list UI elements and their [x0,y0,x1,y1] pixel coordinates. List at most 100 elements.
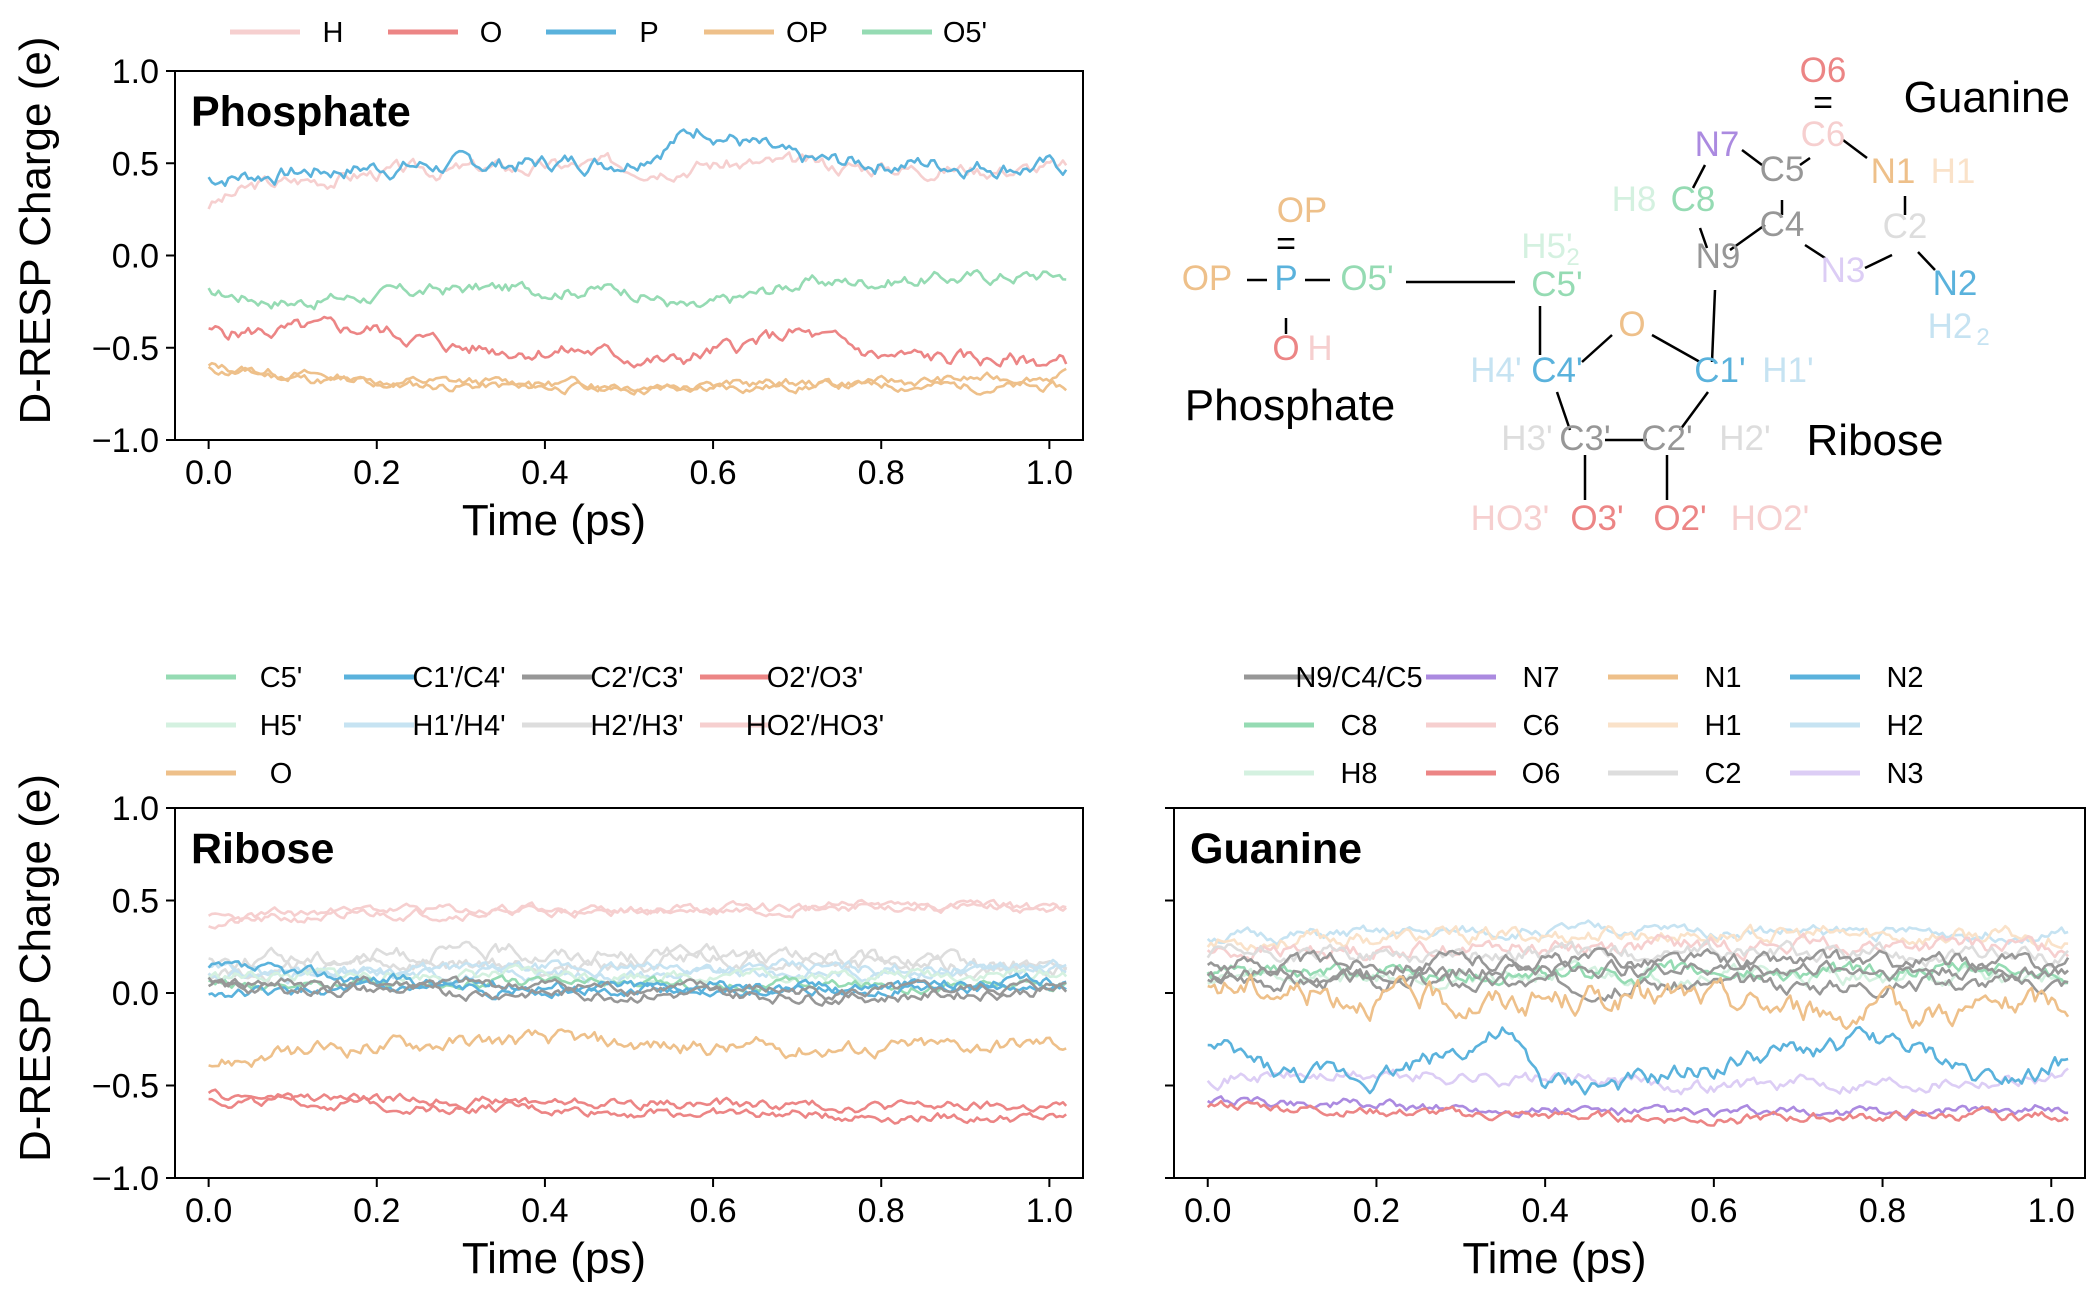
molecule-label: = [1276,225,1296,263]
bond-line [1691,164,1707,189]
phosphate-legend-label: H [323,17,344,49]
ribose-xtick-label: 0.2 [353,1192,400,1230]
phosphate-xtick-label: 0.4 [521,454,568,492]
ribose-series-C2'/C3' [207,979,1067,1007]
ribose-legend-label: HO2'/HO3' [746,710,884,742]
phosphate-series-P [207,128,1068,187]
guanine-chart: 0.0 0.2 0.4 0.6 0.8 1.0 Guanine Time (ps) N9/C4/… [1165,662,2086,1283]
molecule-label: OP [1277,191,1328,230]
guanine-xtick-label: 0.8 [1859,1192,1906,1230]
ribose-ytick-label: −0.5 [92,1068,159,1106]
bond-line [1710,289,1717,363]
phosphate-ytick-label: 1.0 [112,53,159,91]
molecule-label: O5' [1340,259,1393,298]
guanine-legend-label: C8 [1340,710,1377,742]
guanine-xtick-label: 0.0 [1184,1192,1231,1230]
ribose-xlabel: Time (ps) [462,1234,646,1283]
molecule-label: C3' [1559,419,1610,458]
guanine-legend-label: N7 [1522,662,1559,694]
phosphate-xtick-label: 0.2 [353,454,400,492]
molecule-label: C8 [1671,180,1716,219]
ribose-chart: 0.0 0.2 0.4 0.6 0.8 1.0 1.0 0.5 0.0 −0.5 −1.0 Ribos… [11,662,1084,1283]
molecule-label: C6 [1801,115,1846,154]
guanine-xtick-label: 0.4 [1522,1192,1569,1230]
ribose-legend-label: C2'/C3' [590,662,683,694]
molecule-label: O2' [1653,499,1706,538]
phosphate-series-H [207,151,1068,210]
ribose-series-HO2'/HO3' [207,898,1067,923]
guanine-title: Guanine [1190,825,1362,873]
molecule-label: = [1813,84,1833,122]
molecule-label: H1' [1762,351,1813,390]
guanine-series-C2 [1206,938,2069,968]
molecule-label: C2' [1641,419,1692,458]
molecule-label: N3 [1821,251,1866,290]
guanine-legend-label: O6 [1522,758,1561,790]
molecule-label: H4' [1470,351,1521,390]
guanine-xtick-label: 0.6 [1690,1192,1737,1230]
molecule-label: H [1307,329,1332,368]
phosphate-xtick-label: 0.8 [858,454,905,492]
ribose-xtick-label: 1.0 [1026,1192,1073,1230]
guanine-legend-label: C6 [1522,710,1559,742]
molecule-label: Phosphate [1185,381,1395,430]
phosphate-legend-label: P [639,17,658,49]
ribose-series-H5' [207,963,1068,987]
phosphate-chart: 0.0 0.2 0.4 0.6 0.8 1.0 1.0 0.5 0.0 −0.5 −1.0 Phosp… [11,17,1084,545]
molecule-label: H3' [1501,419,1552,458]
bond-line [1842,139,1868,159]
molecule-label: O [1272,329,1299,368]
molecule-label: N7 [1695,125,1740,164]
bond-line [1917,251,1936,271]
phosphate-legend-label: O [480,17,503,49]
molecule-label: H1 [1931,152,1976,191]
guanine-legend-label: C2 [1704,758,1741,790]
guanine-legend-label: N1 [1704,662,1741,694]
guanine-xtick-label: 1.0 [2028,1192,2075,1230]
phosphate-ytick-label: −0.5 [92,330,159,368]
phosphate-legend-label: O5' [943,17,987,49]
phosphate-legend-label: OP [786,17,828,49]
phosphate-xlabel: Time (ps) [462,496,646,545]
ribose-series-O2'/O3' [208,1092,1067,1125]
bond-line [1678,391,1710,431]
molecule-label: C4 [1760,205,1805,244]
molecule-label: H8 [1612,180,1657,219]
guanine-legend-label: N9/C4/C5 [1295,662,1422,694]
molecule-label: N1 [1871,152,1916,191]
bond-line [1651,333,1701,364]
ribose-legend-label: H1'/H4' [412,710,505,742]
phosphate-ytick-label: 0.0 [112,238,159,276]
guanine-series-N2 [1207,1025,2069,1096]
ribose-series-C2'/C3' [207,975,1068,1001]
molecule-label: N9 [1696,237,1741,276]
bond-line [1698,227,1709,249]
molecule-label: H2' [1719,419,1770,458]
phosphate-series-OP [207,361,1067,393]
bond-line [1581,334,1613,363]
ribose-legend-label: H2'/H3' [590,710,683,742]
molecule-label: HO2' [1731,499,1810,538]
molecule-label: C1' [1694,351,1745,390]
molecule-label: Guanine [1904,73,2070,122]
ribose-legend-label: C5' [260,662,303,694]
guanine-legend-label: N2 [1886,662,1923,694]
guanine-series-H1 [1206,923,2069,952]
molecule-label: C5' [1531,265,1582,304]
guanine-legend-label: N3 [1886,758,1923,790]
molecule-label: P [1274,259,1297,298]
guanine-series-N9/C4/C5 [1207,958,2069,990]
ribose-xtick-label: 0.0 [185,1192,232,1230]
molecule-label: HO3' [1471,499,1550,538]
phosphate-series-O [208,315,1068,369]
ribose-ytick-label: −1.0 [92,1160,159,1198]
molecule-label: OP [1182,259,1233,298]
ribose-series-O [208,1028,1067,1068]
molecule-label: O3' [1570,499,1623,538]
guanine-series-N7 [1207,1095,2069,1119]
bond-line [1555,391,1572,431]
molecule-label: N2 [1933,264,1978,303]
guanine-legend-label: H1 [1704,710,1741,742]
ribose-legend-label: C1'/C4' [412,662,505,694]
